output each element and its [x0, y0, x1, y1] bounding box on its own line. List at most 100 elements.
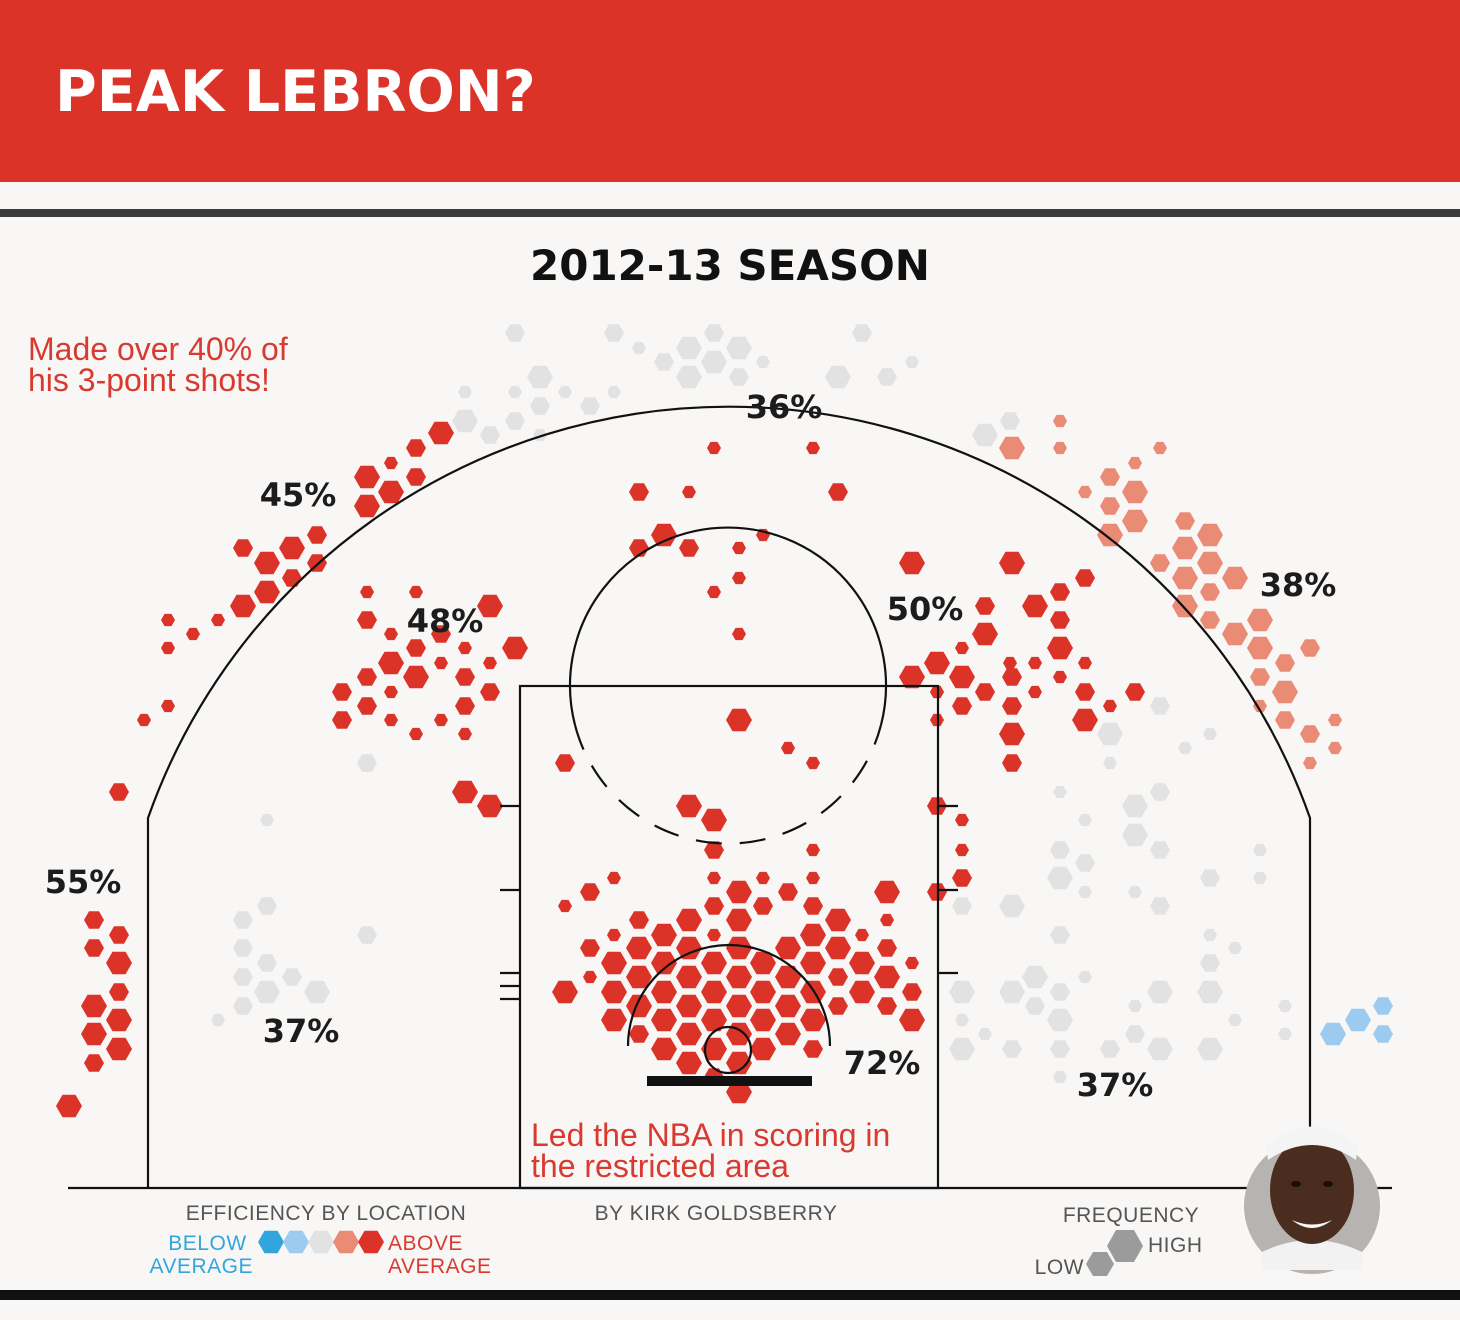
- free-throw-circle-bottom: [573, 724, 883, 845]
- shot-hexbin: [1197, 523, 1223, 547]
- shot-hexbin: [434, 713, 448, 727]
- frequency-legend-title: FREQUENCY: [1063, 1204, 1199, 1227]
- shot-hexbin: [580, 397, 600, 415]
- shot-hexbin: [1122, 794, 1148, 818]
- shot-hexbin: [707, 585, 721, 599]
- efficiency-swatch-hex: [333, 1230, 359, 1254]
- shot-hexbin: [384, 685, 398, 699]
- shot-hexbin: [999, 436, 1025, 460]
- shot-hexbin: [952, 697, 972, 715]
- frequency-legend: FREQUENCY LOW HIGH: [1035, 1204, 1202, 1279]
- shot-hexbin: [679, 539, 699, 557]
- shot-hexbin: [1150, 841, 1170, 859]
- shot-hexbin: [726, 336, 752, 360]
- shot-hexbin: [1250, 668, 1270, 686]
- shot-hexbin: [1053, 670, 1067, 684]
- shot-hexbin: [651, 523, 677, 547]
- shot-hexbin: [775, 994, 801, 1018]
- shot-hexbin: [1128, 999, 1142, 1013]
- shot-hexbin: [279, 536, 305, 560]
- shot-hexbin: [1028, 656, 1042, 670]
- shot-hexbin: [233, 997, 253, 1015]
- shot-hexbin: [477, 594, 503, 618]
- shot-hexbin: [254, 580, 280, 604]
- shot-hexbin: [558, 385, 572, 399]
- shot-hexbin: [1100, 497, 1120, 515]
- shot-hexbin: [1050, 611, 1070, 629]
- bottom-rule: [0, 1290, 1460, 1300]
- shot-hexbin: [707, 441, 721, 455]
- shot-hexbin: [1153, 441, 1167, 455]
- shot-hexbin: [803, 897, 823, 915]
- shot-hexbin: [806, 843, 820, 857]
- shot-hexbin: [84, 939, 104, 957]
- shot-hexbin: [1328, 713, 1342, 727]
- shot-hexbin: [825, 365, 851, 389]
- shot-hexbin: [109, 983, 129, 1001]
- shot-hexbin: [828, 483, 848, 501]
- shot-hexbin: [629, 483, 649, 501]
- shot-hexbin: [1050, 1040, 1070, 1058]
- shot-hexbin: [800, 1008, 826, 1032]
- shot-hexbin: [254, 980, 280, 1004]
- shot-hexbin: [1022, 965, 1048, 989]
- shot-hexbin: [756, 355, 770, 369]
- shot-hexbin: [378, 480, 404, 504]
- shot-hexbin: [726, 880, 752, 904]
- shot-hexbin: [726, 965, 752, 989]
- below-average-label: BELOW AVERAGE: [150, 1232, 253, 1278]
- efficiency-swatch-hex: [258, 1230, 284, 1254]
- shot-hexbin: [406, 439, 426, 457]
- shot-hexbin: [434, 656, 448, 670]
- shot-hexbin: [1047, 636, 1073, 660]
- shot-hexbin: [726, 908, 752, 932]
- portrait-smile: [1292, 1220, 1332, 1228]
- shot-hexbin: [800, 951, 826, 975]
- shot-hexbin: [1178, 741, 1192, 755]
- shot-hexbin: [186, 627, 200, 641]
- shot-hexbin: [480, 683, 500, 701]
- shot-hexbin: [877, 939, 897, 957]
- shot-hexbin: [701, 951, 727, 975]
- shot-hexbin: [849, 980, 875, 1004]
- shot-hexbin: [455, 668, 475, 686]
- shot-hexbin: [880, 913, 894, 927]
- shot-hexbin: [732, 571, 746, 585]
- shot-hexbin: [676, 336, 702, 360]
- shot-hexbin: [775, 965, 801, 989]
- efficiency-swatch-hex: [283, 1230, 309, 1254]
- shot-hexbin: [651, 923, 677, 947]
- shot-hexbin: [1002, 697, 1022, 715]
- shot-hexbin: [1128, 885, 1142, 899]
- shot-hexbin: [1150, 897, 1170, 915]
- shot-hexbin: [527, 365, 553, 389]
- shot-hexbin: [999, 551, 1025, 575]
- shot-hexbin: [750, 1008, 776, 1032]
- shot-hexbin: [1003, 656, 1017, 670]
- shot-hexbin: [56, 1094, 82, 1118]
- shot-hexbin: [1053, 785, 1067, 799]
- shot-hexbin: [1053, 1070, 1067, 1084]
- shot-hexbin: [1053, 441, 1067, 455]
- shot-hexbin: [972, 622, 998, 646]
- shot-hexbin: [483, 656, 497, 670]
- frequency-low-label: LOW: [1035, 1256, 1084, 1279]
- shot-hexbin: [1078, 485, 1092, 499]
- shot-hexbin: [458, 641, 472, 655]
- shot-hexbin: [806, 871, 820, 885]
- shot-hexbin: [607, 385, 621, 399]
- shot-hexbin: [899, 1008, 925, 1032]
- shot-hexbin: [1147, 1037, 1173, 1061]
- shot-hexbin: [651, 1008, 677, 1032]
- shot-hexbin: [676, 908, 702, 932]
- shot-hexbin: [1078, 813, 1092, 827]
- three-point-line: [146, 405, 1312, 1188]
- shot-hexbin: [1197, 1037, 1223, 1061]
- shot-hexbin: [1253, 843, 1267, 857]
- shot-hexbin: [1050, 926, 1070, 944]
- shot-hexbin: [676, 965, 702, 989]
- shot-hexbin: [1002, 1040, 1022, 1058]
- rim: [703, 1025, 753, 1075]
- shot-hexbin: [899, 665, 925, 689]
- shot-hexbin: [1150, 783, 1170, 801]
